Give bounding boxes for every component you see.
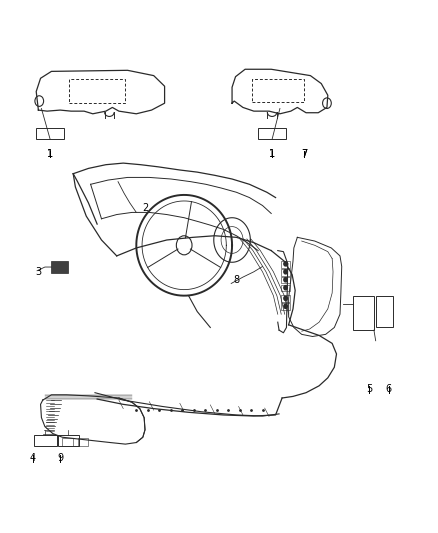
Text: 9: 9 <box>57 453 63 463</box>
Text: 1: 1 <box>269 149 275 159</box>
Circle shape <box>284 262 287 266</box>
Circle shape <box>284 270 287 274</box>
Bar <box>376 296 393 327</box>
Text: 5: 5 <box>366 384 372 394</box>
Text: 1: 1 <box>269 149 275 159</box>
Bar <box>281 261 290 268</box>
Text: 6: 6 <box>386 384 392 394</box>
Bar <box>62 438 73 446</box>
Bar <box>78 438 88 446</box>
Bar <box>69 79 125 103</box>
Text: 8: 8 <box>233 275 240 285</box>
Text: 7: 7 <box>301 149 307 159</box>
Text: 2: 2 <box>142 204 148 214</box>
Text: 1: 1 <box>47 149 53 159</box>
Bar <box>258 127 286 139</box>
Bar <box>281 277 290 284</box>
Text: 1: 1 <box>47 149 53 159</box>
Text: 7: 7 <box>301 149 307 159</box>
Bar <box>34 435 57 446</box>
Bar <box>281 269 290 276</box>
Bar <box>252 79 304 102</box>
Bar <box>281 295 290 302</box>
Bar <box>281 285 290 292</box>
Circle shape <box>284 304 287 309</box>
Bar <box>58 435 79 446</box>
Circle shape <box>284 278 287 282</box>
Circle shape <box>284 296 287 301</box>
Text: 4: 4 <box>30 453 36 463</box>
Bar <box>36 127 64 139</box>
Circle shape <box>284 286 287 290</box>
Bar <box>281 303 290 310</box>
Bar <box>51 261 68 273</box>
Text: 3: 3 <box>35 267 42 277</box>
Bar <box>353 296 374 330</box>
